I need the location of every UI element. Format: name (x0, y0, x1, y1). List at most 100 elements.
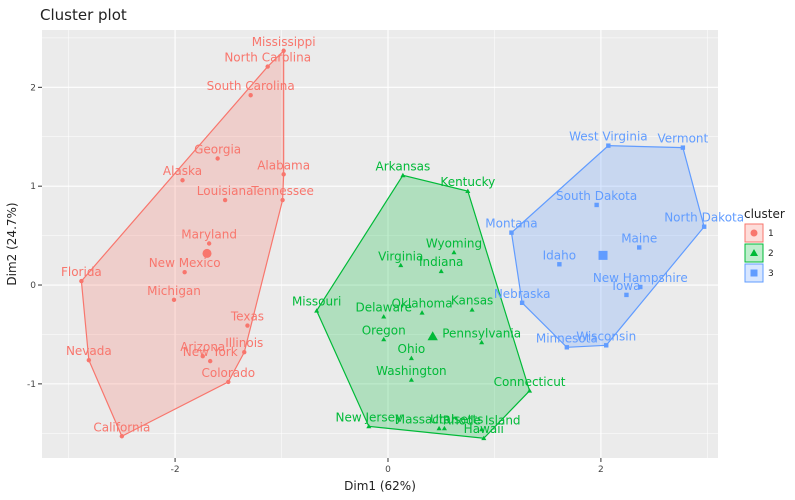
legend-title: cluster (744, 207, 785, 221)
point-marker-cluster-3 (509, 230, 514, 235)
point-marker-cluster-2 (419, 310, 425, 315)
legend: cluster 1 2 3 (744, 207, 785, 283)
point-marker-cluster-1 (79, 278, 84, 284)
point-label: North Dakota (664, 211, 744, 225)
cluster-1-hull (80, 49, 285, 438)
point-marker-cluster-1 (242, 350, 247, 355)
point-marker-cluster-3 (594, 202, 599, 208)
point-marker-cluster-2 (314, 308, 320, 313)
point-label: New Jersey (336, 410, 403, 424)
point-label: Alaska (163, 164, 202, 178)
point-label: Connecticut (494, 375, 566, 389)
point-label: Indiana (419, 255, 463, 269)
point-label: Arizona (180, 340, 225, 354)
point-marker-cluster-2 (479, 339, 485, 345)
point-label: New Mexico (149, 256, 221, 270)
point-label: Rhode Island (443, 413, 521, 427)
y-tick-label: 0 (30, 281, 36, 291)
point-label: Tennessee (250, 184, 314, 198)
point-label: North Carolina (224, 51, 311, 65)
point-label: Missouri (292, 295, 341, 309)
point-label: Washington (376, 364, 447, 378)
legend-marker-2 (749, 248, 759, 257)
x-axis-label: Dim1 (62%) (344, 479, 416, 493)
point-marker-cluster-1 (171, 297, 177, 303)
point-label: Maine (621, 231, 657, 245)
y-axis-label: Dim2 (24.7%) (5, 202, 19, 285)
point-marker-cluster-2 (436, 425, 442, 431)
point-label: Alabama (257, 158, 310, 172)
point-label: Kentucky (440, 175, 495, 189)
point-label: West Virginia (569, 130, 648, 144)
point-marker-cluster-1 (245, 323, 250, 328)
point-label: New Hampshire (593, 271, 688, 285)
point-marker-cluster-2 (366, 423, 372, 429)
point-marker-cluster-1 (200, 353, 205, 359)
point-label: Ohio (398, 342, 426, 356)
point-label: Maryland (181, 228, 237, 242)
point-marker-cluster-3 (701, 224, 707, 229)
point-label: Hawaii (464, 422, 504, 436)
legend-label-2: 2 (768, 249, 774, 259)
point-label: Arkansas (376, 159, 431, 173)
point-label: Idaho (543, 248, 576, 262)
legend-marker-3 (750, 269, 758, 277)
y-tick-label: -1 (27, 380, 36, 390)
point-marker-cluster-3 (638, 284, 643, 290)
point-label: Minnesota (536, 331, 598, 345)
point-label: Virginia (378, 249, 423, 263)
point-marker-cluster-2 (400, 172, 406, 178)
point-marker-cluster-3 (604, 343, 609, 348)
point-marker-cluster-2 (479, 426, 485, 432)
point-label: Vermont (658, 132, 709, 146)
x-tick-label: 2 (598, 465, 604, 475)
point-label: Wisconsin (576, 329, 636, 343)
point-marker-cluster-3 (519, 300, 525, 306)
axis-ticks: -2 0 2 -1 0 1 2 (27, 83, 604, 475)
point-marker-cluster-1 (182, 269, 187, 275)
cluster-centroids (202, 248, 608, 341)
point-marker-cluster-1 (206, 241, 212, 246)
point-marker-cluster-2 (481, 435, 487, 441)
point-marker-cluster-3 (624, 292, 629, 298)
point-marker-cluster-2 (527, 388, 533, 393)
point-label: Michigan (147, 284, 201, 298)
centroid-cluster-3 (598, 250, 608, 260)
point-label: Wyoming (426, 236, 482, 250)
point-marker-cluster-2 (408, 355, 414, 361)
point-marker-cluster-3 (606, 143, 611, 148)
point-label: Georgia (194, 142, 241, 156)
point-marker-cluster-2 (398, 262, 404, 268)
point-marker-cluster-2 (441, 425, 447, 431)
point-marker-cluster-1 (208, 358, 213, 364)
point-marker-cluster-2 (451, 249, 457, 255)
point-marker-cluster-1 (226, 379, 231, 385)
point-label: Utah (430, 412, 458, 426)
point-marker-cluster-1 (248, 93, 253, 98)
point-label: Delaware (355, 301, 412, 315)
point-label: Texas (230, 310, 264, 324)
point-label: California (93, 420, 150, 434)
point-marker-cluster-2 (381, 314, 387, 319)
point-marker-cluster-1 (280, 197, 285, 203)
y-tick-label: 1 (30, 182, 36, 192)
point-label: Colorado (201, 366, 255, 380)
x-tick-label: 0 (385, 465, 391, 475)
point-marker-cluster-1 (281, 48, 286, 53)
point-marker-cluster-1 (119, 434, 125, 439)
point-label: Mississippi (252, 35, 316, 49)
legend-label-1: 1 (768, 229, 774, 239)
point-marker-cluster-1 (222, 197, 228, 203)
point-marker-cluster-3 (680, 145, 686, 150)
point-marker-cluster-1 (215, 156, 220, 161)
centroid-cluster-1 (202, 248, 212, 258)
point-label: South Carolina (207, 79, 295, 93)
point-label: Nevada (66, 344, 112, 358)
point-label: Illinois (225, 336, 263, 350)
grid-lines (42, 30, 718, 458)
point-label: Kansas (451, 294, 493, 308)
point-marker-cluster-2 (408, 377, 414, 382)
point-label: New York (183, 345, 238, 359)
point-marker-cluster-3 (637, 245, 642, 250)
point-label: Oregon (362, 323, 406, 337)
